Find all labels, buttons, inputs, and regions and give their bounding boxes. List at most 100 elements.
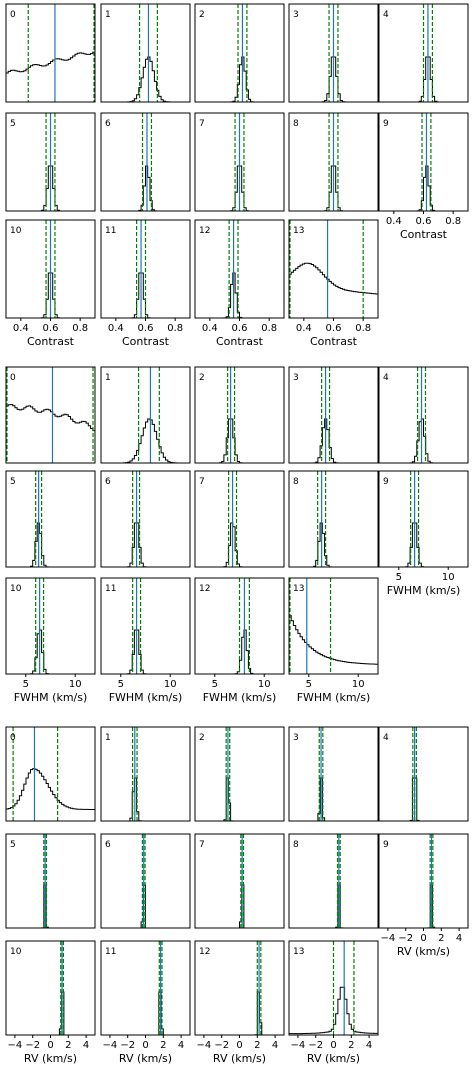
panel-label: 7	[199, 840, 205, 850]
x-axis-label: FWHM (km/s)	[387, 584, 461, 597]
x-tick-label: −4	[8, 1040, 23, 1051]
panel-label: 9	[383, 477, 389, 487]
histogram-panel: 2	[194, 726, 285, 822]
histogram-panel: 0	[5, 726, 96, 822]
x-tick-label: −2	[120, 1040, 135, 1051]
panel-label: 11	[105, 947, 116, 957]
panel-frame	[5, 470, 96, 568]
histogram-panel: 3	[288, 726, 379, 822]
x-tick-label: 10	[442, 572, 455, 583]
histogram-panel: 8	[288, 833, 379, 929]
x-tick-label: 0.4	[386, 216, 402, 227]
histogram-panel: 1	[100, 726, 191, 822]
panel-label: 6	[105, 840, 111, 850]
x-axis-label: RV (km/s)	[397, 945, 450, 958]
panel-background	[101, 4, 190, 102]
x-tick-label: 4	[366, 1040, 372, 1051]
x-axis-label: RV (km/s)	[24, 1052, 77, 1065]
histogram-panel: 5	[5, 833, 96, 929]
x-tick-label: 0	[420, 933, 426, 944]
x-tick-label: 10	[258, 679, 271, 690]
x-tick-label: 0.8	[72, 323, 88, 334]
x-axis-label: Contrast	[27, 335, 75, 348]
histogram-panel: 3	[288, 3, 379, 103]
panel-background	[379, 471, 468, 567]
panel-frame	[194, 3, 285, 103]
histogram-panel: 5	[5, 470, 96, 568]
panel-label: 4	[383, 733, 389, 743]
panel-label: 3	[293, 10, 299, 20]
panel-frame	[100, 833, 191, 929]
panel-frame	[5, 726, 96, 822]
histogram-panel: 8	[288, 470, 379, 568]
x-tick-label: 0	[236, 1040, 242, 1051]
panel-label: 10	[10, 226, 22, 236]
panel-background	[195, 220, 284, 318]
histogram-panel: 4	[378, 366, 469, 464]
panel-label: 2	[199, 373, 205, 383]
panel-frame	[194, 833, 285, 929]
panel-label: 11	[105, 226, 116, 236]
panel-frame	[100, 726, 191, 822]
histogram-panel: 7	[194, 112, 285, 212]
panel-frame	[378, 726, 469, 822]
panel-frame	[100, 3, 191, 103]
panel-label: 13	[293, 226, 304, 236]
x-tick-label: 5	[396, 572, 402, 583]
panel-frame	[100, 577, 191, 675]
panel-background	[6, 834, 95, 928]
panel-frame	[5, 112, 96, 212]
panel-frame	[288, 470, 379, 568]
histogram-panel: 12 −4 −2 0 2 4 RV (km/s)	[194, 940, 285, 1065]
x-tick-label: 10	[69, 679, 82, 690]
x-tick-label: 0.6	[416, 216, 432, 227]
panel-label: 9	[383, 119, 389, 129]
panel-label: 3	[293, 373, 299, 383]
histogram-panel: 7	[194, 470, 285, 568]
panel-background	[101, 941, 190, 1035]
x-tick-label: −4	[197, 1040, 212, 1051]
panel-background	[6, 367, 95, 463]
x-tick-label: 0.4	[13, 323, 29, 334]
x-axis-label: FWHM (km/s)	[109, 691, 183, 704]
x-tick-label: 0.4	[202, 323, 218, 334]
panel-label: 6	[105, 119, 111, 129]
panel-background	[379, 834, 468, 928]
x-tick-label: 0.4	[108, 323, 124, 334]
panel-background	[379, 727, 468, 821]
x-tick-label: 0.4	[296, 323, 312, 334]
histogram-panel: 2	[194, 3, 285, 103]
panel-label: 8	[293, 477, 299, 487]
panel-label: 4	[383, 373, 389, 383]
panel-label: 5	[10, 477, 16, 487]
panel-frame	[194, 577, 285, 675]
histogram-panel: 6	[100, 470, 191, 568]
panel-label: 12	[199, 947, 210, 957]
panel-background	[195, 4, 284, 102]
x-tick-label: 0.6	[138, 323, 154, 334]
histogram-steps	[5, 404, 96, 463]
x-axis-label: Contrast	[216, 335, 264, 348]
x-tick-label: 0	[142, 1040, 148, 1051]
histogram-steps	[5, 768, 96, 821]
x-tick-label: −2	[25, 1040, 40, 1051]
panel-label: 7	[199, 477, 205, 487]
panel-frame	[100, 366, 191, 464]
x-tick-label: 0.8	[445, 216, 461, 227]
panel-label: 3	[293, 733, 299, 743]
panel-background	[289, 834, 378, 928]
panel-background	[6, 727, 95, 821]
x-tick-label: 5	[306, 679, 312, 690]
histogram-panel: 5	[5, 112, 96, 212]
histogram-steps	[5, 51, 96, 102]
x-tick-label: 0.6	[326, 323, 342, 334]
panel-label: 13	[293, 947, 304, 957]
panel-label: 2	[199, 10, 205, 20]
panel-label: 7	[199, 119, 205, 129]
x-tick-label: −4	[381, 933, 396, 944]
panel-label: 6	[105, 477, 111, 487]
